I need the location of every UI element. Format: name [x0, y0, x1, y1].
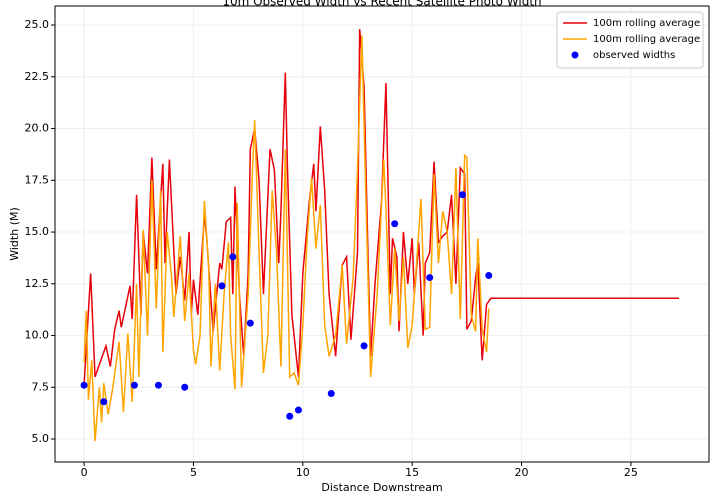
y-tick-label: 25.0 [25, 18, 50, 31]
legend-label: 100m rolling average [593, 18, 700, 29]
x-tick-label: 0 [81, 466, 88, 479]
x-tick-label: 5 [190, 466, 197, 479]
x-tick-label: 15 [405, 466, 419, 479]
x-tick-label: 10 [296, 466, 310, 479]
scatter-point [181, 383, 189, 391]
x-tick-label: 20 [515, 466, 529, 479]
legend-label: observed widths [593, 50, 675, 61]
x-axis-label: Distance Downstream [321, 481, 442, 494]
scatter-point [391, 220, 399, 228]
y-tick-label: 10.0 [25, 329, 50, 342]
scatter-point [229, 253, 237, 261]
line-series [83, 29, 680, 386]
scatter-point [154, 381, 162, 389]
scatter-point [294, 406, 302, 414]
y-tick-label: 17.5 [25, 173, 50, 186]
chart-title: 10m Observed Width vs Recent Satellite P… [222, 0, 541, 9]
y-tick-label: 22.5 [25, 70, 50, 83]
scatter-point [360, 342, 368, 350]
scatter-point [130, 381, 138, 389]
legend-label: 100m rolling average [593, 34, 700, 45]
y-tick-label: 12.5 [25, 277, 50, 290]
plot-frame [54, 5, 710, 463]
y-tick-label: 7.5 [32, 380, 50, 393]
legend-box [556, 11, 704, 69]
scatter-point [426, 274, 434, 282]
scatter-point [327, 389, 335, 397]
scatter-point [286, 412, 294, 420]
scatter-point [100, 398, 108, 406]
line-series [83, 35, 490, 442]
legend: 100m rolling average 100m rolling average… [556, 11, 704, 69]
scatter-point [218, 282, 226, 290]
x-tick-label: 25 [624, 466, 638, 479]
legend-marker [571, 51, 579, 59]
scatter-point [246, 319, 254, 327]
scatter-point [458, 191, 466, 199]
scatter-point [485, 272, 493, 280]
y-tick-label: 5.0 [32, 432, 50, 445]
scatter-point [80, 381, 88, 389]
y-axis-label: Width (M) [8, 207, 21, 261]
y-tick-label: 20.0 [25, 122, 50, 135]
y-tick-label: 15.0 [25, 225, 50, 238]
